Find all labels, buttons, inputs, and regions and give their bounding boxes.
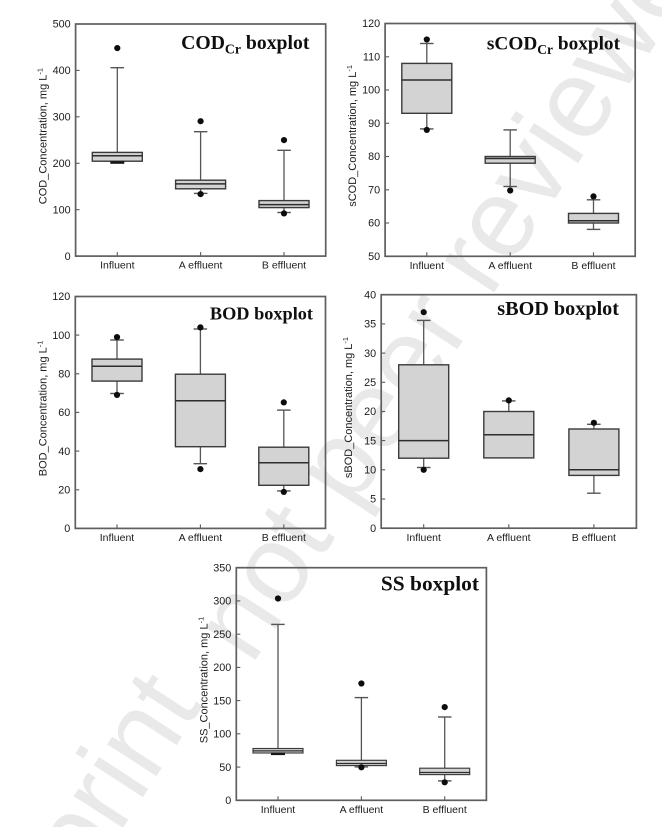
svg-text:Influent: Influent bbox=[261, 804, 296, 816]
svg-text:Influent: Influent bbox=[406, 532, 441, 544]
svg-text:B effluent: B effluent bbox=[262, 532, 306, 544]
svg-text:200: 200 bbox=[53, 158, 71, 170]
svg-text:0: 0 bbox=[225, 795, 231, 807]
svg-text:50: 50 bbox=[219, 762, 231, 774]
svg-text:100: 100 bbox=[52, 330, 70, 342]
svg-text:35: 35 bbox=[364, 319, 376, 331]
svg-text:A effluent: A effluent bbox=[488, 260, 532, 272]
svg-text:100: 100 bbox=[213, 729, 231, 741]
svg-text:200: 200 bbox=[213, 662, 231, 674]
svg-text:0: 0 bbox=[65, 251, 71, 263]
svg-text:A effluent: A effluent bbox=[179, 532, 223, 544]
svg-text:500: 500 bbox=[53, 19, 71, 31]
svg-text:20: 20 bbox=[364, 406, 376, 418]
svg-text:Influent: Influent bbox=[100, 260, 135, 272]
svg-text:150: 150 bbox=[213, 695, 231, 707]
svg-text:90: 90 bbox=[368, 118, 380, 130]
svg-text:50: 50 bbox=[368, 251, 380, 263]
svg-text:CODCr boxplot: CODCr boxplot bbox=[181, 32, 310, 57]
svg-text:25: 25 bbox=[364, 377, 376, 389]
svg-text:A effluent: A effluent bbox=[179, 260, 223, 272]
svg-text:15: 15 bbox=[364, 435, 376, 447]
svg-text:BOD boxplot: BOD boxplot bbox=[210, 304, 313, 324]
svg-text:40: 40 bbox=[58, 446, 70, 458]
svg-text:300: 300 bbox=[213, 596, 231, 608]
svg-text:100: 100 bbox=[53, 204, 71, 216]
svg-text:110: 110 bbox=[363, 52, 380, 64]
svg-text:0: 0 bbox=[370, 523, 376, 535]
svg-text:120: 120 bbox=[52, 291, 70, 303]
svg-text:60: 60 bbox=[368, 218, 380, 230]
svg-text:A effluent: A effluent bbox=[340, 804, 384, 816]
svg-text:Influent: Influent bbox=[410, 260, 445, 272]
svg-text:B effluent: B effluent bbox=[262, 260, 306, 272]
svg-text:0: 0 bbox=[64, 523, 70, 535]
svg-text:sBOD_Concentration, mg L-1: sBOD_Concentration, mg L-1 bbox=[341, 337, 355, 478]
svg-text:80: 80 bbox=[368, 151, 380, 163]
svg-text:300: 300 bbox=[53, 112, 71, 124]
svg-text:100: 100 bbox=[362, 85, 380, 97]
svg-text:20: 20 bbox=[58, 484, 70, 496]
svg-text:120: 120 bbox=[362, 18, 380, 30]
svg-text:70: 70 bbox=[368, 185, 380, 197]
svg-text:BOD_Concentration, mg L-1: BOD_Concentration, mg L-1 bbox=[35, 341, 49, 477]
svg-text:SS_Concentration, mg L-1: SS_Concentration, mg L-1 bbox=[196, 617, 210, 744]
svg-text:sCOD_Concentration, mg L-1: sCOD_Concentration, mg L-1 bbox=[345, 65, 359, 207]
svg-text:B effluent: B effluent bbox=[571, 260, 615, 272]
svg-text:B effluent: B effluent bbox=[423, 804, 467, 816]
svg-text:400: 400 bbox=[53, 65, 71, 77]
svg-text:40: 40 bbox=[364, 289, 376, 301]
svg-text:B effluent: B effluent bbox=[572, 532, 616, 544]
svg-text:30: 30 bbox=[364, 348, 376, 360]
svg-text:10: 10 bbox=[364, 465, 376, 477]
svg-text:350: 350 bbox=[213, 562, 231, 574]
svg-text:250: 250 bbox=[213, 629, 231, 641]
svg-text:COD_Concentration, mg L-1: COD_Concentration, mg L-1 bbox=[36, 68, 50, 204]
svg-text:60: 60 bbox=[58, 407, 70, 419]
svg-text:SS boxplot: SS boxplot bbox=[381, 572, 480, 596]
svg-text:sBOD boxplot: sBOD boxplot bbox=[497, 298, 619, 320]
svg-text:sCODCr boxplot: sCODCr boxplot bbox=[487, 34, 621, 58]
svg-text:5: 5 bbox=[370, 494, 376, 506]
svg-text:80: 80 bbox=[58, 369, 70, 381]
svg-text:A effluent: A effluent bbox=[487, 532, 531, 544]
svg-text:Influent: Influent bbox=[100, 532, 135, 544]
